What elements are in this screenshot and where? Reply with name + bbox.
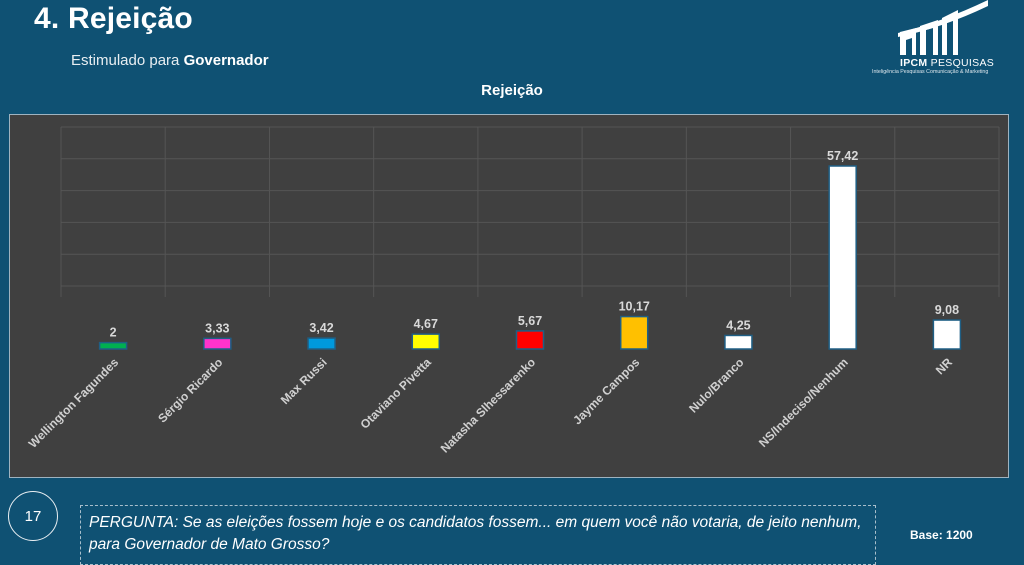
value-label: 10,17	[619, 300, 650, 314]
page-title: 4. Rejeição	[34, 2, 193, 35]
value-label: 4,25	[726, 318, 750, 332]
bar-nr	[932, 319, 962, 350]
question-box: PERGUNTA: Se as eleições fossem hoje e o…	[80, 505, 876, 565]
bar-natasha-slhessarenko	[515, 330, 545, 350]
chart-value-labels: 2 3,33 3,42 4,67 5,67 10,17 4,25 57,42 9,08	[110, 149, 959, 340]
value-label: 3,33	[205, 321, 229, 335]
category-label: Wellington Fagundes	[26, 355, 122, 451]
value-label: 3,42	[309, 321, 333, 335]
bar-chart: 2 3,33 3,42 4,67 5,67 10,17 4,25 57,42 9,08 Well…	[26, 126, 1000, 456]
bar-s-rgio-ricardo	[203, 337, 232, 350]
logo-name-bold: IPCM	[900, 57, 928, 69]
sample-base: Base: 1200	[910, 528, 973, 542]
bar-wellington-fagundes	[98, 341, 128, 350]
bar-jayme-campos	[619, 315, 649, 350]
chart-bars	[98, 165, 962, 350]
category-label: Otaviano Pivetta	[358, 355, 435, 432]
ipcm-logo-icon	[898, 0, 988, 55]
chart-area: 2 3,33 3,42 4,67 5,67 10,17 4,25 57,42 9,08 Well…	[9, 114, 1009, 478]
chart-title: Rejeição	[481, 82, 543, 99]
subtitle-prefix: Estimulado para	[71, 52, 180, 69]
category-label: Nulo/Branco	[686, 355, 746, 415]
logo-name: IPCM PESQUISAS	[900, 57, 994, 69]
category-label: Jayme Campos	[570, 355, 642, 427]
slide-number-badge: 17	[8, 491, 58, 541]
slide-number: 17	[24, 507, 42, 525]
value-label: 4,67	[414, 317, 438, 331]
category-label: Natasha Slhessarenko	[438, 355, 538, 455]
category-label: NR	[933, 355, 955, 377]
bar-max-russi	[307, 337, 336, 350]
subtitle-office: Governador	[183, 52, 269, 69]
page-subtitle: Estimulado para Governador	[71, 52, 269, 69]
logo-name-regular: PESQUISAS	[930, 57, 995, 69]
category-label: Max Russi	[278, 355, 330, 407]
category-label: Sérgio Ricardo	[155, 355, 225, 425]
value-label: 2	[110, 326, 117, 340]
value-label: 9,08	[935, 303, 959, 317]
chart-category-labels: Wellington Fagundes Sérgio Ricardo Max Rus…	[26, 355, 956, 456]
bar-nulo-branco	[724, 334, 753, 350]
bar-ns-indeciso-nenhum	[828, 165, 857, 350]
category-label: NS/Indeciso/Nenhum	[756, 355, 851, 450]
logo-tagline: Inteligência Pesquisas Comunicação & Mar…	[872, 69, 989, 75]
value-label: 57,42	[827, 149, 858, 163]
bar-otaviano-pivetta	[411, 333, 441, 350]
value-label: 5,67	[518, 314, 542, 328]
question-text: PERGUNTA: Se as eleições fossem hoje e o…	[89, 514, 862, 553]
